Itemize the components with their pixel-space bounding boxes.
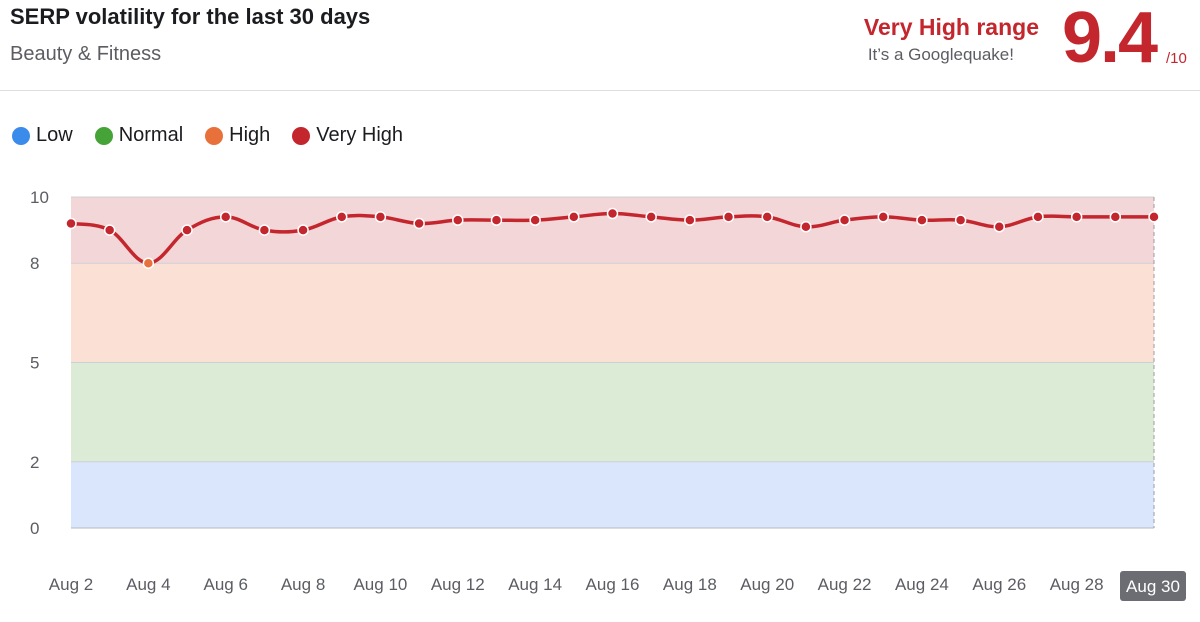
x-tick-label: Aug 2	[49, 575, 93, 594]
data-point	[684, 214, 696, 226]
x-tick-highlight	[1120, 571, 1186, 601]
data-point	[761, 211, 773, 223]
legend-item-low[interactable]: Low	[12, 124, 73, 147]
x-tick-label: Aug 12	[431, 575, 485, 594]
x-tick-label: Aug 14	[508, 575, 562, 594]
data-point	[722, 211, 735, 223]
data-point	[954, 214, 967, 226]
legend-label: Normal	[118, 124, 184, 146]
data-point	[877, 211, 889, 223]
legend-item-very-high[interactable]: Very High	[292, 124, 403, 147]
x-tick-label: Aug 28	[1050, 575, 1104, 594]
data-point	[1032, 211, 1044, 223]
data-point	[1070, 211, 1083, 223]
volatility-chart: 0 2 5 8 10 Aug 2 Aug 4 Aug 6 Aug 8 Aug 10 Aug 12 Au…	[30, 188, 1186, 601]
legend-item-high[interactable]: High	[205, 124, 270, 147]
data-point	[65, 217, 77, 230]
x-tick-label: Aug 20	[740, 575, 794, 594]
legend-label: High	[229, 124, 271, 146]
band-low	[71, 461, 1154, 528]
legend-label: Low	[36, 124, 73, 146]
x-tick-label: Aug 26	[972, 575, 1026, 594]
header: SERP volatility for the last 30 days Bea…	[0, 0, 1200, 91]
y-tick-label: 2	[30, 453, 39, 472]
x-tick-label: Aug 10	[353, 575, 407, 594]
x-tick-label: Aug 6	[203, 575, 247, 594]
band-normal	[71, 362, 1154, 462]
legend-label: Very High	[316, 124, 404, 146]
volatility-score: 9.4	[1062, 0, 1158, 78]
data-point	[490, 214, 503, 226]
data-point	[297, 224, 309, 236]
data-point	[219, 211, 232, 223]
x-tick-label: Aug 8	[281, 575, 325, 594]
data-point	[181, 224, 193, 236]
data-point	[645, 211, 657, 223]
chart-legend: Low Normal High Very High	[12, 124, 425, 147]
y-tick-label: 5	[30, 354, 39, 373]
data-point	[258, 224, 271, 236]
data-point	[1109, 211, 1122, 223]
range-description: It’s a Googlequake!	[867, 45, 1014, 64]
x-tick-label: Aug 22	[818, 575, 872, 594]
page-title: SERP volatility for the last 30 days	[10, 4, 371, 29]
data-point	[374, 211, 387, 223]
data-point	[103, 224, 116, 236]
score-max: /10	[1166, 50, 1187, 67]
data-point	[606, 207, 619, 220]
data-point	[1148, 211, 1160, 223]
y-tick-label: 8	[30, 254, 39, 273]
x-tick-label: Aug 18	[663, 575, 717, 594]
band-very-high	[71, 197, 1154, 264]
data-point	[838, 214, 851, 226]
category-subtitle: Beauty & Fitness	[10, 43, 162, 65]
y-tick-label: 0	[30, 519, 39, 538]
data-point	[336, 211, 348, 223]
data-point	[142, 257, 155, 269]
data-point	[413, 217, 425, 230]
band-high	[71, 263, 1154, 363]
x-tick-label: Aug 24	[895, 575, 949, 594]
legend-item-normal[interactable]: Normal	[94, 124, 184, 147]
legend-dot-icon	[12, 126, 30, 145]
data-point	[800, 221, 812, 233]
x-tick-label: Aug 16	[586, 575, 640, 594]
x-tick-label: Aug 30	[1126, 577, 1180, 596]
data-point	[993, 221, 1006, 233]
legend-dot-icon	[292, 126, 311, 145]
x-tick-label: Aug 4	[126, 575, 170, 594]
y-tick-label: 10	[30, 188, 49, 207]
data-point	[568, 211, 580, 223]
range-label: Very High range	[863, 14, 1039, 40]
data-point	[916, 214, 928, 226]
data-point	[452, 214, 464, 226]
data-point	[529, 214, 541, 226]
legend-dot-icon	[94, 126, 113, 145]
legend-dot-icon	[205, 126, 224, 145]
